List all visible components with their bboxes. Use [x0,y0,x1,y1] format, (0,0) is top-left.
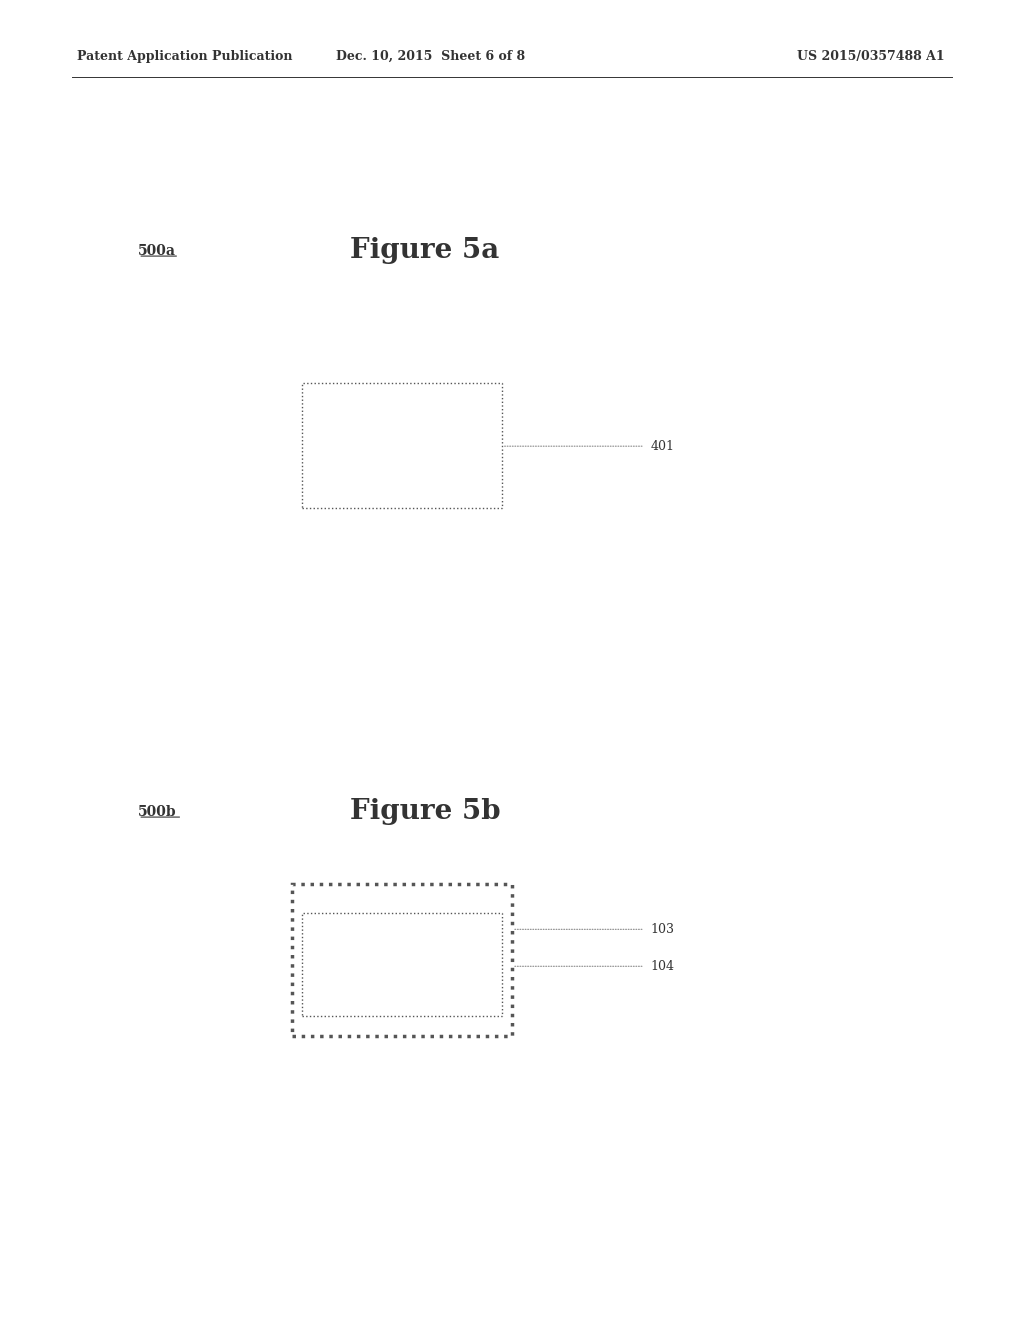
Text: Figure 5b: Figure 5b [349,799,501,825]
Text: US 2015/0357488 A1: US 2015/0357488 A1 [797,50,944,63]
Text: 104: 104 [650,960,674,973]
Text: 103: 103 [650,923,674,936]
FancyBboxPatch shape [302,913,502,1016]
Text: Patent Application Publication: Patent Application Publication [77,50,292,63]
Text: 401: 401 [650,440,674,453]
Text: 500a: 500a [138,244,176,257]
FancyBboxPatch shape [292,884,512,1036]
Text: Dec. 10, 2015  Sheet 6 of 8: Dec. 10, 2015 Sheet 6 of 8 [336,50,524,63]
FancyBboxPatch shape [302,383,502,508]
Text: Figure 5a: Figure 5a [350,238,500,264]
Text: 500b: 500b [138,805,177,818]
